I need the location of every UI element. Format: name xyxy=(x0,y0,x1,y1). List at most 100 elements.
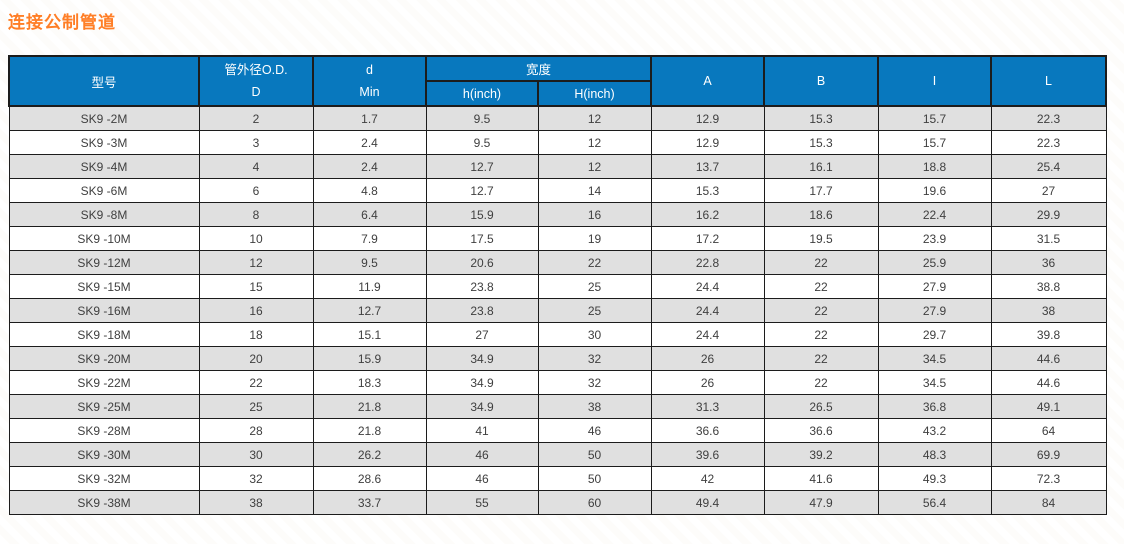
cell-value: 34.9 xyxy=(425,346,539,371)
table-body: SK9 -2M 2 1.7 9.5 12 12.9 15.3 15.7 22.3 SK9 -3M 3… xyxy=(8,105,1107,515)
header-outer-diameter: 管外径O.D. D xyxy=(198,55,314,107)
cell-value: 64 xyxy=(990,418,1107,443)
cell-value: 18 xyxy=(198,322,314,347)
cell-value: 44.6 xyxy=(990,370,1107,395)
cell-value: 41 xyxy=(425,418,539,443)
cell-value: 22.3 xyxy=(990,130,1107,155)
cell-model: SK9 -28M xyxy=(8,418,200,443)
cell-value: 29.7 xyxy=(877,322,992,347)
cell-value: 49.4 xyxy=(650,490,765,515)
cell-value: 20 xyxy=(198,346,314,371)
cell-value: 56.4 xyxy=(877,490,992,515)
cell-value: 25.9 xyxy=(877,250,992,275)
header-h-inch: h(inch) xyxy=(425,80,539,107)
cell-value: 12 xyxy=(198,250,314,275)
cell-model: SK9 -2M xyxy=(8,105,200,131)
cell-value: 18.3 xyxy=(312,370,427,395)
cell-model: SK9 -12M xyxy=(8,250,200,275)
cell-value: 22 xyxy=(763,322,879,347)
cell-value: 49.3 xyxy=(877,466,992,491)
cell-value: 21.8 xyxy=(312,394,427,419)
page-title: 连接公制管道 xyxy=(8,13,116,32)
cell-value: 22.8 xyxy=(650,250,765,275)
cell-value: 12.7 xyxy=(312,298,427,323)
cell-value: 11.9 xyxy=(312,274,427,299)
header-min-label: Min xyxy=(359,85,380,99)
cell-value: 7.9 xyxy=(312,226,427,251)
cell-value: 22.4 xyxy=(877,202,992,227)
header-l: L xyxy=(990,55,1108,107)
metric-pipe-spec-table: 型号 管外径O.D. D d Min 宽度 A B I L h(inch) H(… xyxy=(8,55,1108,515)
cell-value: 38 xyxy=(198,490,314,515)
cell-model: SK9 -38M xyxy=(8,490,200,515)
cell-value: 22 xyxy=(537,250,652,275)
cell-value: 39.6 xyxy=(650,442,765,467)
cell-model: SK9 -25M xyxy=(8,394,200,419)
cell-value: 25.4 xyxy=(990,154,1107,179)
cell-value: 16.2 xyxy=(650,202,765,227)
cell-value: 22.3 xyxy=(990,105,1107,131)
cell-value: 26 xyxy=(650,346,765,371)
cell-value: 15 xyxy=(198,274,314,299)
table-row: SK9 -20M 20 15.9 34.9 32 26 22 34.5 44.6 xyxy=(8,346,1107,371)
header-d-min: d Min xyxy=(312,55,427,107)
cell-value: 6.4 xyxy=(312,202,427,227)
header-outer-diameter-label: 管外径O.D. xyxy=(224,63,288,77)
cell-value: 26 xyxy=(650,370,765,395)
cell-value: 19 xyxy=(537,226,652,251)
cell-value: 16.1 xyxy=(763,154,879,179)
cell-value: 23.8 xyxy=(425,298,539,323)
cell-value: 8 xyxy=(198,202,314,227)
table-row: SK9 -15M 15 11.9 23.8 25 24.4 22 27.9 38.8 xyxy=(8,274,1107,299)
cell-value: 20.6 xyxy=(425,250,539,275)
header-width-group: 宽度 xyxy=(424,55,653,82)
cell-value: 69.9 xyxy=(990,442,1107,467)
cell-model: SK9 -22M xyxy=(8,370,200,395)
cell-value: 38 xyxy=(537,394,652,419)
cell-value: 16 xyxy=(198,298,314,323)
header-d-label: d xyxy=(366,63,373,77)
cell-value: 17.5 xyxy=(425,226,539,251)
cell-value: 3 xyxy=(198,130,314,155)
cell-model: SK9 -15M xyxy=(8,274,200,299)
table-row: SK9 -28M 28 21.8 41 46 36.6 36.6 43.2 64 xyxy=(8,418,1107,443)
cell-value: 25 xyxy=(537,298,652,323)
cell-value: 19.6 xyxy=(877,178,992,203)
header-b: B xyxy=(763,55,880,107)
cell-value: 22 xyxy=(763,370,879,395)
cell-model: SK9 -8M xyxy=(8,202,200,227)
cell-value: 46 xyxy=(537,418,652,443)
cell-value: 43.2 xyxy=(877,418,992,443)
cell-value: 25 xyxy=(198,394,314,419)
cell-value: 36.6 xyxy=(650,418,765,443)
header-a: A xyxy=(650,55,766,107)
cell-value: 4.8 xyxy=(312,178,427,203)
cell-value: 34.5 xyxy=(877,346,992,371)
cell-value: 31.3 xyxy=(650,394,765,419)
cell-value: 27 xyxy=(990,178,1107,203)
cell-value: 28.6 xyxy=(312,466,427,491)
cell-value: 10 xyxy=(198,226,314,251)
table-row: SK9 -4M 4 2.4 12.7 12 13.7 16.1 18.8 25.4 xyxy=(8,154,1107,179)
table-row: SK9 -3M 3 2.4 9.5 12 12.9 15.3 15.7 22.3 xyxy=(8,130,1107,155)
header-H-inch: H(inch) xyxy=(536,80,653,107)
cell-value: 41.6 xyxy=(763,466,879,491)
cell-value: 24.4 xyxy=(650,298,765,323)
cell-value: 12.7 xyxy=(425,178,539,203)
cell-value: 18.6 xyxy=(763,202,879,227)
cell-value: 32 xyxy=(537,370,652,395)
cell-value: 30 xyxy=(198,442,314,467)
cell-model: SK9 -4M xyxy=(8,154,200,179)
header-outer-diameter-symbol: D xyxy=(251,85,261,99)
cell-value: 15.9 xyxy=(312,346,427,371)
cell-value: 24.4 xyxy=(650,274,765,299)
cell-value: 4 xyxy=(198,154,314,179)
cell-value: 13.7 xyxy=(650,154,765,179)
cell-value: 23.8 xyxy=(425,274,539,299)
cell-value: 72.3 xyxy=(990,466,1107,491)
table-row: SK9 -32M 32 28.6 46 50 42 41.6 49.3 72.3 xyxy=(8,466,1107,491)
cell-value: 12 xyxy=(537,154,652,179)
cell-value: 38.8 xyxy=(990,274,1107,299)
cell-value: 26.5 xyxy=(763,394,879,419)
table-row: SK9 -25M 25 21.8 34.9 38 31.3 26.5 36.8 49.1 xyxy=(8,394,1107,419)
